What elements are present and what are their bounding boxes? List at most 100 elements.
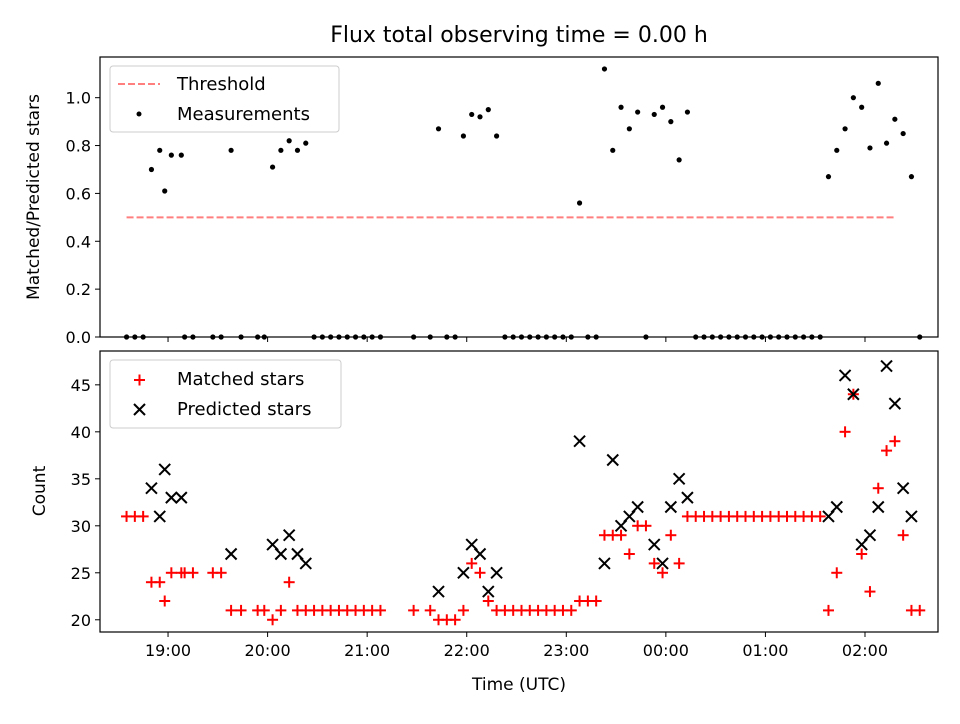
top-legend-box (109, 65, 340, 133)
bottom-legend-box (109, 359, 342, 429)
predicted-star-point (847, 388, 860, 401)
predicted-legend-label: Predicted stars (177, 399, 311, 420)
measurement-point (626, 126, 632, 132)
bottom-ytick-label: 25 (71, 564, 91, 583)
predicted-star-point (606, 453, 619, 467)
matched-star-point (165, 567, 177, 579)
matched-star-point (839, 426, 851, 438)
predicted-star-point (432, 585, 445, 598)
matched-star-point (457, 604, 469, 616)
matched-star-point (466, 557, 478, 569)
measurement-point (883, 140, 890, 146)
top-ytick-label: 0.8 (66, 137, 91, 156)
measurement-point (477, 114, 483, 120)
predicted-star-diag-b (681, 491, 694, 504)
matched-star-point (449, 614, 461, 626)
measurement-point (610, 147, 616, 153)
measurement-point (576, 200, 583, 206)
matched-star-point (673, 557, 685, 569)
bottom-xtick-label: 02:00 (842, 641, 888, 660)
matched-star-point (159, 595, 171, 607)
measurement-point (168, 152, 174, 158)
matched-star-point (822, 604, 834, 616)
bottom-ticks: 19:00 20:00 21:00 22:00 23:00 00:00 01:00 02:00… (71, 376, 888, 660)
bottom-ytick-label: 35 (71, 470, 91, 489)
measurement-point (651, 111, 657, 118)
predicted-star-point (863, 528, 877, 542)
predicted-star-diag-b (656, 557, 669, 570)
bottom-panel: 19:00 20:00 21:00 22:00 23:00 00:00 01:00 02:00… (30, 350, 939, 695)
matched-star-point (881, 445, 893, 457)
matched-star-point (225, 604, 237, 616)
predicted-star-diag-b (672, 472, 686, 486)
top-ytick-label: 0.4 (66, 232, 91, 251)
measurement-point (684, 109, 691, 115)
measurement-point (834, 147, 840, 153)
bottom-xtick-label: 23:00 (543, 641, 589, 660)
measurement-point (601, 66, 608, 72)
measurement-point (493, 133, 500, 139)
measurement-point (859, 104, 865, 110)
measurement-point (228, 147, 234, 153)
predicted-star-diag-b (631, 500, 644, 514)
predicted-star-diag-b (473, 547, 487, 561)
predicted-star-diag-b (432, 585, 445, 598)
bottom-xtick-label: 01:00 (742, 641, 788, 660)
threshold-legend-label: Threshold (176, 74, 266, 95)
top-ytick-label: 0.2 (66, 280, 91, 299)
measurement-point (460, 133, 467, 139)
predicted-star-point (158, 463, 171, 476)
predicted-star-diag-b (896, 482, 910, 495)
predicted-star-diag-b (266, 538, 279, 551)
bottom-ytick-label: 30 (71, 517, 91, 536)
top-ytick-label: 1.0 (66, 89, 91, 108)
measurement-point (485, 107, 491, 113)
measurement-point (286, 138, 292, 144)
top-ytick-label: 0.6 (66, 184, 91, 203)
measurements-legend-label: Measurements (177, 104, 310, 125)
bottom-ylabel: Count (30, 465, 50, 516)
matched-legend-marker (134, 374, 145, 386)
measurement-point (162, 188, 168, 194)
predicted-star-diag-b (482, 585, 495, 598)
top-axes-frame (99, 56, 939, 338)
measurement-point (676, 157, 682, 163)
predicted-star-point (299, 557, 312, 570)
predicted-star-point (282, 528, 296, 542)
predicted-star-point (482, 585, 495, 598)
measurement-point (148, 166, 155, 173)
predicted-star-diag-b (888, 397, 902, 410)
predicted-star-diag-b (648, 538, 661, 551)
predicted-star-point (648, 538, 661, 551)
bottom-ytick-label: 40 (71, 423, 91, 442)
top-panel: 0.0 0.2 0.4 0.6 0.8 1.0 Matched/Predicted sta… (24, 56, 939, 347)
matched-legend-label: Matched stars (177, 369, 304, 390)
matched-star-point (640, 520, 652, 532)
top-ticks: 0.0 0.2 0.4 0.6 0.8 1.0 (66, 89, 866, 347)
measurement-point (294, 147, 301, 153)
measurement-point (842, 126, 848, 132)
matched-star-point (267, 614, 279, 626)
predicted-star-diag-b (880, 359, 893, 373)
predicted-star-diag-b (863, 528, 877, 542)
predicted-star-diag-b (457, 566, 470, 579)
bottom-xtick-label: 00:00 (643, 641, 689, 660)
predicted-star-point (872, 500, 885, 514)
matched-star-point (374, 604, 386, 616)
predicted-star-diag-b (573, 435, 586, 448)
predicted-star-diag-b (158, 463, 171, 476)
matched-star-point (424, 604, 436, 616)
measurement-point (850, 95, 856, 101)
measurement-point (908, 174, 915, 180)
top-ylabel: Matched/Predicted stars (24, 94, 44, 300)
predicted-star-point (880, 359, 893, 373)
measurement-point (618, 104, 624, 110)
measurement-point (278, 147, 284, 153)
top-legend: Threshold Measurements (109, 65, 340, 133)
measurement-point (659, 104, 666, 110)
predicted-star-point (165, 491, 178, 504)
predicted-legend-marker (133, 403, 146, 416)
predicted-star-point (573, 435, 586, 448)
matched-star-point (872, 482, 884, 494)
bottom-xlabel: Time (UTC) (471, 675, 566, 695)
